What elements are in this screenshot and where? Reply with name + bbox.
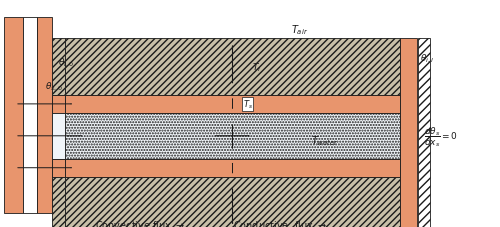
Text: $T_{water}$: $T_{water}$ — [311, 134, 339, 148]
Bar — [52, 177, 65, 227]
Bar — [52, 159, 65, 177]
Bar — [37, 18, 52, 213]
Bar — [65, 95, 400, 114]
Text: $T_{air}$: $T_{air}$ — [292, 23, 308, 37]
Text: $\theta_{i,l}$: $\theta_{i,l}$ — [420, 52, 434, 64]
Text: Convective flux $\rightarrow$: Convective flux $\rightarrow$ — [95, 218, 185, 227]
Bar — [52, 114, 65, 159]
Bar — [418, 39, 430, 227]
Text: $T_i$: $T_i$ — [252, 61, 262, 73]
Bar — [52, 95, 65, 114]
Bar — [23, 18, 37, 213]
Text: Conductive  flux $\rightarrow$: Conductive flux $\rightarrow$ — [233, 218, 327, 227]
Text: $\dfrac{d\theta_s}{dx_s}=0$: $\dfrac{d\theta_s}{dx_s}=0$ — [424, 124, 458, 148]
Bar — [65, 177, 400, 227]
Text: $\theta_{s,0}$: $\theta_{s,0}$ — [45, 81, 62, 93]
Bar — [65, 39, 400, 95]
Text: $T_s$: $T_s$ — [242, 98, 252, 111]
Bar — [400, 39, 417, 227]
Bar — [4, 18, 23, 213]
Bar — [65, 114, 400, 159]
Bar — [65, 159, 400, 177]
Bar — [52, 39, 65, 95]
Text: $\theta_{i,0}$: $\theta_{i,0}$ — [58, 57, 74, 69]
